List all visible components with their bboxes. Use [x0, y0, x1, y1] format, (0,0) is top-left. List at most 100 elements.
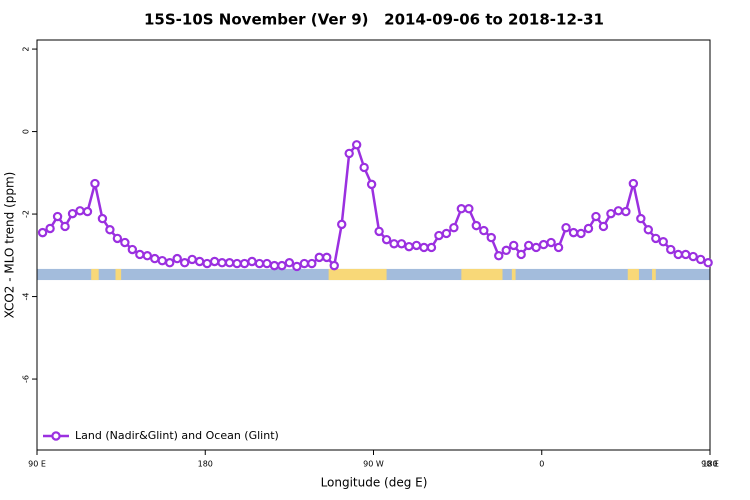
legend-marker [51, 431, 61, 441]
data-point [75, 206, 85, 216]
y-tick-label: -6 [22, 375, 31, 383]
data-point [187, 254, 197, 265]
data-point [209, 256, 220, 267]
data-point [396, 239, 407, 249]
land-span [328, 268, 387, 281]
data-point [45, 223, 55, 234]
data-point [299, 258, 310, 269]
data-point [576, 228, 586, 239]
data-point [651, 233, 661, 244]
data-point [464, 204, 474, 214]
data-point [546, 237, 556, 248]
land-span [115, 268, 122, 281]
data-point [680, 249, 691, 260]
data-point [598, 221, 609, 232]
data-point [127, 244, 138, 255]
data-point [67, 208, 78, 219]
y-tick-label: 0 [22, 129, 31, 134]
land-span [652, 268, 656, 281]
data-point [509, 240, 519, 251]
data-point [501, 245, 511, 256]
y-tick-label: -2 [22, 210, 31, 218]
data-point [553, 242, 564, 253]
data-point [411, 240, 422, 251]
data-point [523, 240, 534, 251]
chart-title: 15S-10S November (Ver 9) 2014-09-06 to 2… [144, 11, 604, 29]
data-point [434, 230, 444, 241]
x-tick-label: 90 W [363, 460, 384, 469]
data-point [456, 204, 467, 214]
data-point [479, 225, 489, 236]
data-point [37, 227, 48, 238]
data-point [224, 258, 235, 268]
data-point [568, 227, 579, 238]
data-point [179, 258, 190, 268]
data-point [262, 258, 272, 269]
y-axis-label: XCO2 - MLO trend (ppm) [3, 172, 17, 319]
x-axis-label: Longitude (deg E) [321, 476, 428, 490]
data-point [583, 223, 594, 234]
data-point [105, 225, 115, 235]
data-point [60, 221, 70, 232]
data-point [194, 256, 205, 267]
land-span [627, 268, 639, 281]
data-point [82, 206, 93, 217]
data-point [314, 252, 324, 263]
data-point [486, 232, 496, 243]
data-point [703, 258, 713, 268]
x-tick-label: 0 [539, 460, 544, 469]
data-point [538, 239, 549, 250]
data-point [695, 254, 706, 265]
data-point [628, 178, 639, 189]
y-tick-label: 2 [22, 47, 31, 52]
data-point [389, 239, 399, 249]
land-span [91, 268, 99, 281]
data-point [239, 258, 250, 269]
data-point [419, 242, 429, 253]
data-point [97, 213, 108, 224]
legend-label: Land (Nadir&Glint) and Ocean (Glint) [75, 429, 279, 442]
data-point [636, 213, 646, 224]
data-point [247, 256, 257, 267]
data-point [426, 242, 437, 253]
data-point [561, 222, 571, 233]
data-point [157, 255, 167, 266]
data-point [292, 261, 302, 272]
data-point [337, 219, 347, 230]
data-point [90, 178, 100, 189]
land-span [511, 268, 516, 281]
data-line [42, 142, 709, 269]
data-point [277, 260, 287, 271]
data-point [658, 237, 668, 247]
data-point [307, 258, 317, 269]
land-span [461, 268, 503, 281]
data-point [606, 208, 616, 219]
data-point [351, 140, 362, 150]
x-tick-label: 180 [702, 460, 717, 469]
data-point [165, 258, 175, 268]
data-point [329, 260, 339, 271]
data-point [441, 228, 452, 239]
data-point [52, 211, 63, 222]
data-point [135, 249, 145, 260]
data-point [120, 237, 130, 248]
data-point [494, 251, 504, 261]
data-point [643, 225, 654, 235]
data-point [269, 260, 280, 271]
data-point [471, 220, 482, 231]
data-point [621, 206, 631, 217]
y-tick-label: -4 [22, 293, 31, 301]
data-point [344, 148, 354, 159]
data-point [449, 222, 459, 233]
data-point [666, 244, 676, 255]
data-point [591, 211, 601, 222]
x-tick-label: 90 E [701, 460, 719, 469]
data-point [359, 162, 369, 173]
data-point [322, 252, 332, 263]
x-tick-label: 180 [198, 460, 213, 469]
plot-frame [36, 39, 711, 451]
data-point [112, 233, 123, 244]
data-point [254, 258, 265, 269]
